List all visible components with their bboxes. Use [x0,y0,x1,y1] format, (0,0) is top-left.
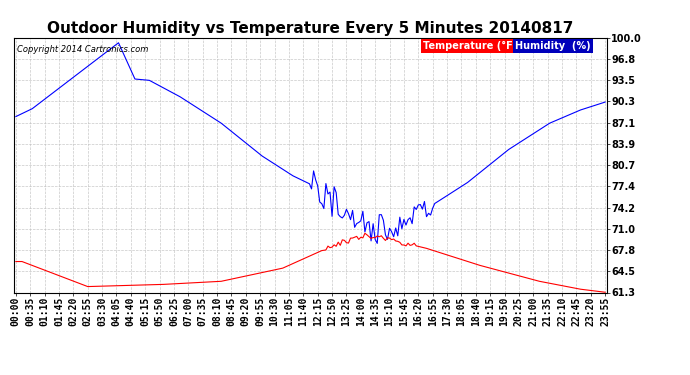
Title: Outdoor Humidity vs Temperature Every 5 Minutes 20140817: Outdoor Humidity vs Temperature Every 5 … [48,21,573,36]
Text: Copyright 2014 Cartronics.com: Copyright 2014 Cartronics.com [17,45,148,54]
Text: Humidity  (%): Humidity (%) [515,41,591,51]
Text: Temperature (°F): Temperature (°F) [423,41,518,51]
